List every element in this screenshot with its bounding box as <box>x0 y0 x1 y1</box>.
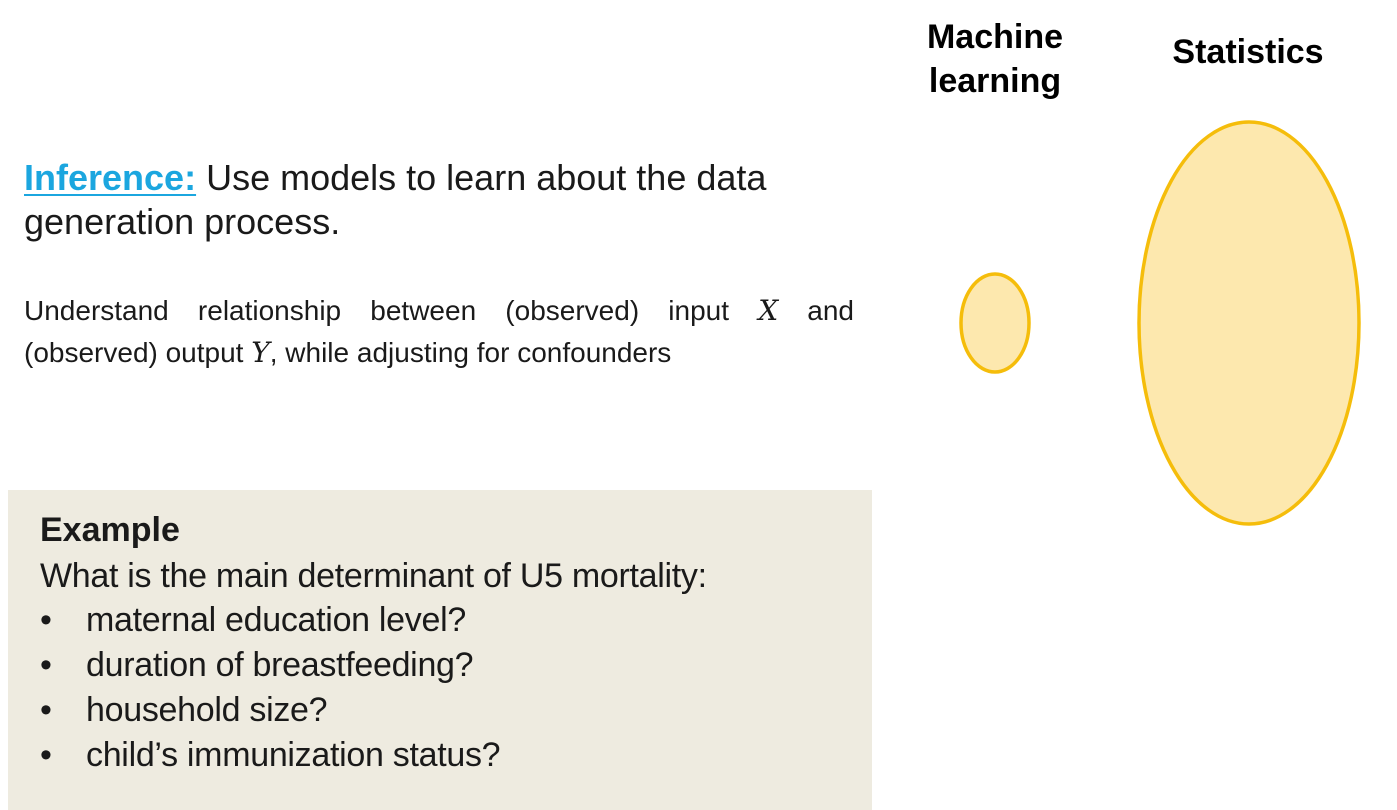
inference-detail: Understand relationship between (observe… <box>24 290 854 374</box>
machine-learning-heading: Machine learning <box>905 15 1085 103</box>
list-item: • household size? <box>40 688 500 733</box>
variable-y: Y <box>251 336 270 369</box>
inference-term: Inference: <box>24 157 197 198</box>
detail-part3: , while adjusting for confounders <box>269 337 672 368</box>
list-item-text: household size? <box>86 691 328 729</box>
detail-part1: Understand relationship between (observe… <box>24 295 759 326</box>
list-item-text: duration of breastfeeding? <box>86 646 474 684</box>
inference-text-line1: Use models to learn about the data <box>196 157 767 198</box>
statistics-ellipse <box>1137 120 1361 526</box>
machine-learning-heading-line1: Machine <box>926 18 1064 56</box>
example-question: What is the main determinant of U5 morta… <box>40 557 707 595</box>
variable-x: X <box>758 294 779 327</box>
bullet-icon: • <box>40 736 52 774</box>
bullet-icon: • <box>40 646 52 684</box>
example-title: Example <box>40 511 180 549</box>
machine-learning-ellipse <box>959 272 1031 374</box>
list-item: • duration of breastfeeding? <box>40 643 500 688</box>
statistics-heading: Statistics <box>1172 33 1324 71</box>
bullet-icon: • <box>40 691 52 729</box>
list-item: • maternal education level? <box>40 598 500 643</box>
inference-text-line2: generation process. <box>24 201 341 242</box>
example-list: • maternal education level? • duration of … <box>40 598 501 778</box>
example-box: Example What is the main determinant of … <box>8 490 872 810</box>
bullet-icon: • <box>40 601 52 639</box>
list-item-text: maternal education level? <box>86 601 466 639</box>
machine-learning-heading-line2: learning <box>928 62 1062 100</box>
list-item-text: child’s immunization status? <box>86 736 501 774</box>
inference-statement: Inference: Use models to learn about the… <box>24 156 844 244</box>
detail-part2: and (observed) output <box>24 295 855 368</box>
list-item: • child’s immunization status? <box>40 733 501 778</box>
